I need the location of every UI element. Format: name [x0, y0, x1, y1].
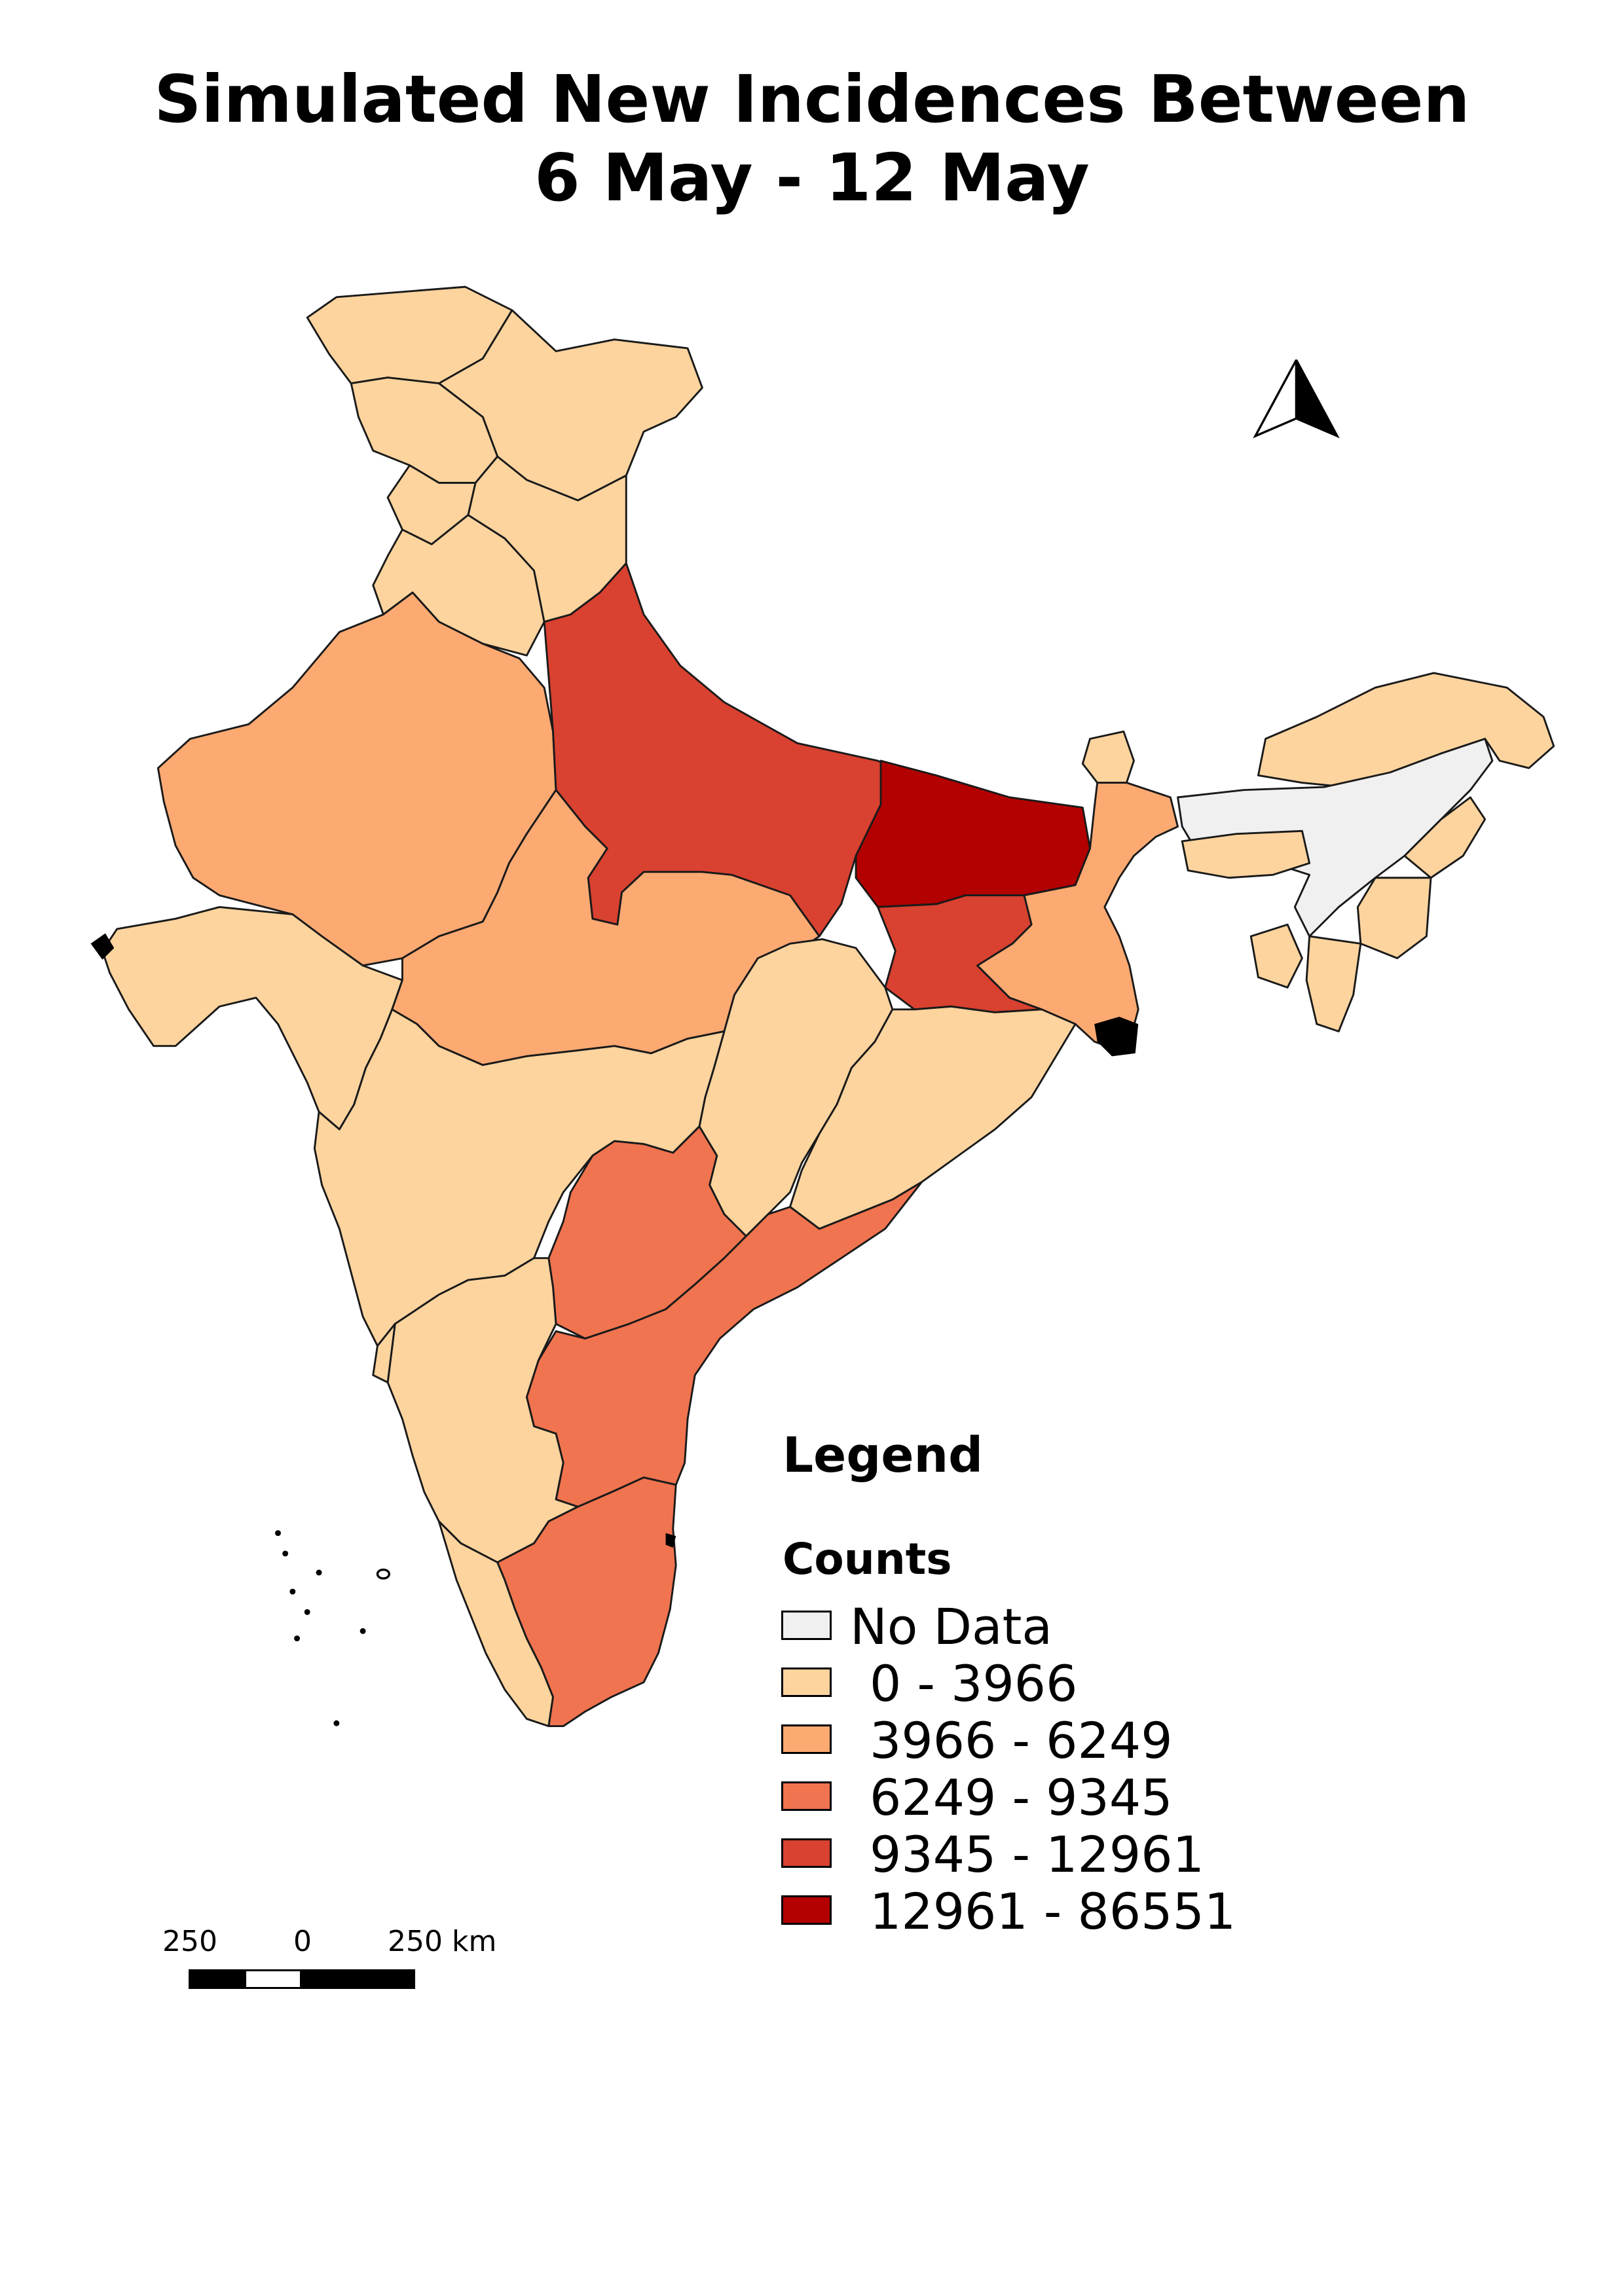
legend-label: 0 - 3966: [870, 1654, 1078, 1713]
legend-swatch: [781, 1838, 832, 1868]
islands: [90, 933, 1139, 1726]
legend-swatch: [781, 1895, 832, 1925]
legend-label: No Data: [850, 1597, 1052, 1656]
map-title-line-2: 6 May - 12 May: [534, 139, 1090, 216]
scale-segment-black-left: [189, 1969, 246, 1989]
legend-swatch: [781, 1781, 832, 1811]
legend-swatch: [781, 1667, 832, 1697]
region-jharkhand: [877, 894, 1043, 1013]
scale-segment-white: [244, 1969, 302, 1989]
legend-swatch: [781, 1724, 832, 1754]
region-tripura: [1249, 923, 1303, 989]
region-karnataka: [386, 1257, 579, 1563]
north-arrow-icon: [1253, 359, 1340, 439]
legend-label: 3966 - 6249: [870, 1711, 1173, 1770]
region-sikkim: [1081, 730, 1135, 784]
legend-label: 9345 - 12961: [870, 1825, 1204, 1884]
map-title: Simulated New Incidences Between 6 May -…: [0, 60, 1624, 217]
map-title-line-1: Simulated New Incidences Between: [154, 61, 1470, 137]
region-mizoram: [1305, 935, 1362, 1032]
legend-swatch: [781, 1611, 832, 1640]
legend-heading: Legend: [783, 1427, 984, 1484]
legend-subheading: Counts: [783, 1534, 952, 1584]
region-goa: [372, 1322, 396, 1384]
legend-label: 6249 - 9345: [870, 1768, 1173, 1827]
scale-label-right: 250 km: [388, 1925, 497, 1958]
scale-label-left: 250: [162, 1925, 217, 1958]
legend-label: 12961 - 86551: [870, 1882, 1236, 1941]
region-bihar: [855, 759, 1091, 908]
scale-label-center: 0: [293, 1925, 312, 1958]
region-manipur: [1356, 877, 1432, 960]
scale-bar: 250 0 250 km: [162, 1925, 496, 1990]
region-arunachal-pradesh: [1257, 672, 1555, 788]
scale-segment-black-right: [300, 1969, 415, 1989]
region-tamil-nadu: [496, 1476, 677, 1728]
region-meghalaya: [1181, 829, 1311, 879]
